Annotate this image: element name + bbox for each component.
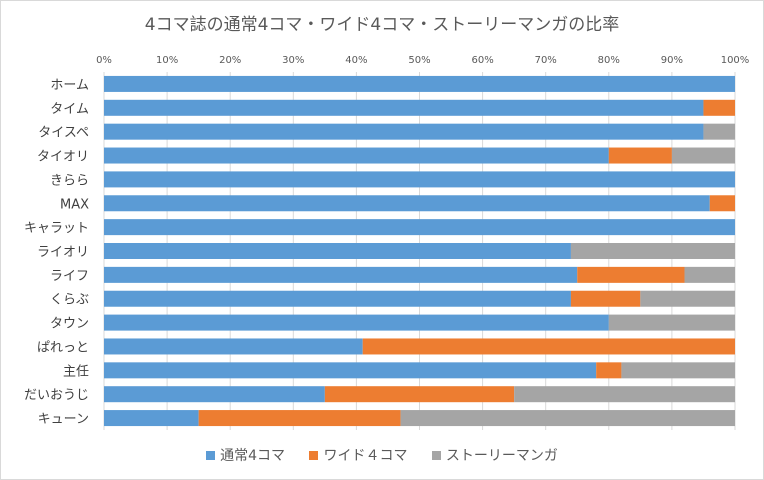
bar-segment-wide [198,410,401,427]
bar-segment-wide [577,266,685,283]
bar-segment-wide [596,362,622,379]
bar-segment-story [400,410,735,427]
bar-segment-story [621,362,735,379]
legend-label-wide: ワイド４コマ [323,448,408,464]
category-label: ホーム [50,78,89,93]
bar-segment-regular [104,338,363,355]
bar-segment-wide [324,386,515,403]
bar-segment-story [608,314,735,331]
legend-label-regular: 通常4コマ [220,448,285,464]
bar-segment-regular [104,123,704,140]
x-tick-label: 70% [535,55,557,66]
x-tick-label: 10% [156,55,178,66]
bar-segment-story [684,266,735,283]
category-label: MAX [60,197,89,212]
category-label: タイオリ [37,150,89,165]
bar-segment-regular [104,314,609,331]
x-tick-label: 80% [598,55,620,66]
category-label: ライオリ [37,245,89,260]
legend-label-story: ストーリーマンガ [445,448,558,464]
category-label: ライフ [50,269,89,284]
bar-segment-regular [104,171,735,188]
x-tick-label: 50% [408,55,430,66]
legend-swatch-wide [309,451,319,460]
x-tick-label: 40% [345,55,367,66]
category-label: タイスペ [38,126,89,141]
bar-segment-regular [104,219,735,236]
legend-swatch-regular [206,451,216,460]
category-label: くらぶ [50,293,89,308]
category-label: ぱれっと [37,340,89,355]
x-tick-label: 0% [96,55,112,66]
category-label: キューン [38,412,89,427]
bar-segment-regular [104,195,710,212]
bar-segment-story [640,290,735,307]
bar-segment-regular [104,243,571,259]
category-label: タイム [50,102,89,117]
category-label: だいおうじ [24,388,89,403]
legend: 通常4コマ ワイド４コマ ストーリーマンガ [0,445,764,465]
x-tick-label: 20% [219,55,241,66]
legend-item-wide: ワイド４コマ [309,445,407,465]
bar-segment-story [671,147,735,164]
category-label: きらら [50,173,89,188]
x-tick-label: 90% [661,55,683,66]
bar-segment-story [570,243,735,259]
bar-segment-regular [104,410,199,427]
bar-segment-wide [703,99,735,116]
category-label: キャラット [24,221,89,236]
x-tick-label: 30% [282,55,304,66]
bar-segment-story [514,386,735,403]
legend-item-regular: 通常4コマ [206,445,285,465]
bar-segment-wide [608,147,672,164]
bar-segment-regular [104,386,325,403]
bar-segment-regular [104,75,735,92]
chart-title: 4コマ誌の通常4コマ・ワイド4コマ・ストーリーマンガの比率 [144,15,620,35]
category-label: 主任 [63,364,89,379]
bar-segment-regular [104,290,571,307]
bar-segment-regular [104,266,578,283]
bar-segment-wide [709,195,735,212]
x-tick-label: 60% [471,55,493,66]
bar-segment-regular [104,99,704,116]
category-label: タウン [50,317,89,332]
bar-segment-wide [362,338,735,355]
bar-segment-wide [570,290,641,307]
legend-item-story: ストーリーマンガ [431,445,558,465]
bar-segment-regular [104,362,597,379]
legend-swatch-story [431,451,441,460]
x-tick-label: 100% [721,55,750,66]
bar-segment-regular [104,147,609,164]
bar-segment-story [703,123,735,140]
